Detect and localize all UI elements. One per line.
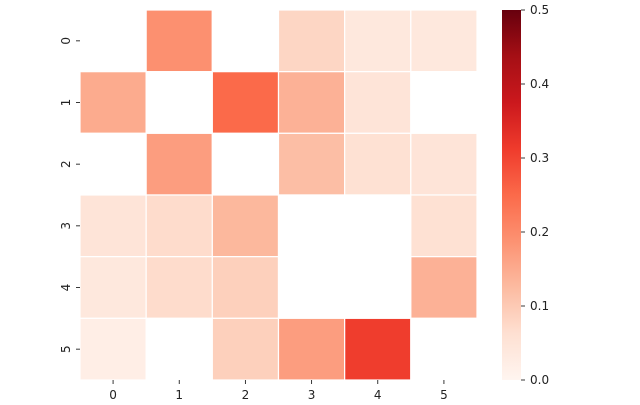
heatmap-cell-1-0 xyxy=(79,71,147,134)
y-tick-label: 5 xyxy=(59,345,73,353)
heatmap-cell-1-3 xyxy=(277,71,346,134)
y-axis: 0 1 2 3 4 5 xyxy=(59,37,80,353)
heatmap-cell-4-3 xyxy=(277,256,346,319)
heatmap-cell-4-0 xyxy=(79,256,147,319)
heatmap-cell-2-2 xyxy=(211,132,280,196)
colorbar-tick-label: 0.5 xyxy=(530,3,549,17)
heatmap-cell-3-2 xyxy=(211,194,280,258)
heatmap-cell-0-4 xyxy=(344,9,412,73)
y-tick-label: 3 xyxy=(59,222,73,230)
heatmap-cell-0-3 xyxy=(277,9,346,73)
x-tick-label: 3 xyxy=(308,388,316,402)
heatmap-cell-2-5 xyxy=(410,132,478,196)
x-axis: 0 1 2 3 4 5 xyxy=(109,380,448,402)
x-tick-label: 0 xyxy=(109,388,117,402)
y-tick-label: 2 xyxy=(59,160,73,168)
x-tick-label: 1 xyxy=(175,388,183,402)
heatmap-cell-5-0 xyxy=(79,317,147,381)
colorbar: 0.0 0.1 0.2 0.3 0.4 0.5 xyxy=(502,3,549,387)
colorbar-tick-label: 0.1 xyxy=(530,299,549,313)
colorbar-tick-label: 0.3 xyxy=(530,151,549,165)
heatmap-cell-2-3 xyxy=(277,132,346,196)
y-tick-label: 1 xyxy=(59,99,73,107)
heatmap-cell-4-4 xyxy=(344,256,412,319)
heatmap-cell-2-0 xyxy=(79,132,147,196)
colorbar-tick-label: 0.4 xyxy=(530,77,549,91)
y-tick-label: 4 xyxy=(59,284,73,292)
heatmap-cell-2-4 xyxy=(344,132,412,196)
colorbar-gradient xyxy=(502,10,521,380)
heatmap-cell-1-2 xyxy=(211,71,280,134)
heatmap-cell-3-1 xyxy=(145,194,213,258)
y-tick-label: 0 xyxy=(59,37,73,45)
heatmap-cell-5-4 xyxy=(344,317,412,381)
heatmap-cell-0-0 xyxy=(79,9,147,73)
heatmap-cell-1-1 xyxy=(145,71,213,134)
heatmap-cell-1-4 xyxy=(344,71,412,134)
heatmap-cell-5-1 xyxy=(145,317,213,381)
heatmap-cell-3-4 xyxy=(344,194,412,258)
heatmap-cell-5-3 xyxy=(277,317,346,381)
heatmap-cell-2-1 xyxy=(145,132,213,196)
heatmap-cell-3-0 xyxy=(79,194,147,258)
heatmap-cell-5-2 xyxy=(211,317,280,381)
heatmap-cell-5-5 xyxy=(410,317,478,381)
heatmap-cell-4-5 xyxy=(410,256,478,319)
x-tick-label: 4 xyxy=(374,388,382,402)
heatmap-cell-0-1 xyxy=(145,9,213,73)
x-tick-label: 5 xyxy=(440,388,448,402)
heatmap-cells xyxy=(79,9,478,381)
heatmap-cell-3-3 xyxy=(277,194,346,258)
colorbar-tick-label: 0.0 xyxy=(530,373,549,387)
heatmap-cell-1-5 xyxy=(410,71,478,134)
heatmap-cell-4-1 xyxy=(145,256,213,319)
x-tick-label: 2 xyxy=(242,388,250,402)
heatmap-cell-0-5 xyxy=(410,9,478,73)
heatmap-cell-0-2 xyxy=(211,9,280,73)
heatmap-cell-3-5 xyxy=(410,194,478,258)
colorbar-tick-label: 0.2 xyxy=(530,225,549,239)
heatmap-cell-4-2 xyxy=(211,256,280,319)
